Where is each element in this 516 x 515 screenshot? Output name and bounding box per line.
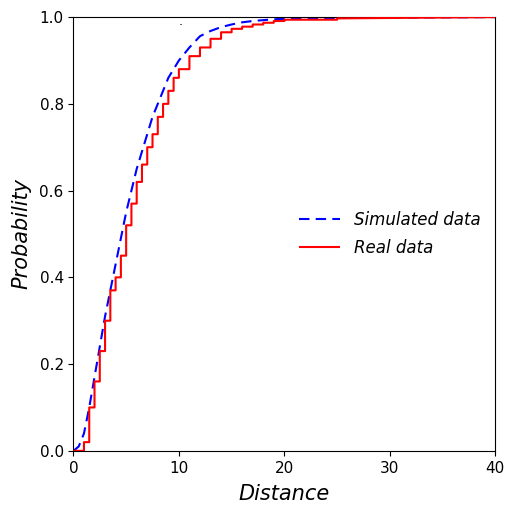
- Real data: [118, 252, 124, 259]
- Simulated data: [91, 374, 98, 380]
- Text: .: .: [179, 15, 183, 28]
- Simulated data: [197, 33, 203, 39]
- Simulated data: [229, 22, 235, 28]
- Simulated data: [150, 114, 156, 120]
- Simulated data: [155, 101, 161, 107]
- Simulated data: [144, 131, 150, 138]
- Simulated data: [281, 16, 287, 22]
- Simulated data: [96, 344, 103, 350]
- Simulated data: [81, 431, 87, 437]
- Simulated data: [102, 313, 108, 319]
- Real data: [91, 404, 98, 410]
- Real data: [334, 15, 340, 22]
- Real data: [492, 14, 498, 20]
- Simulated data: [107, 287, 114, 294]
- Simulated data: [271, 16, 277, 22]
- Real data: [260, 22, 266, 28]
- Simulated data: [70, 448, 76, 454]
- Simulated data: [165, 75, 171, 81]
- Simulated data: [139, 148, 145, 154]
- Simulated data: [160, 88, 166, 94]
- Simulated data: [386, 14, 393, 21]
- Real data: [70, 448, 76, 454]
- X-axis label: Distance: Distance: [239, 484, 330, 504]
- Y-axis label: Probability: Probability: [11, 179, 31, 289]
- Simulated data: [239, 19, 245, 25]
- Simulated data: [128, 187, 135, 194]
- Simulated data: [112, 261, 119, 267]
- Legend: Simulated data, Real data: Simulated data, Real data: [292, 204, 487, 264]
- Simulated data: [250, 18, 256, 24]
- Simulated data: [170, 66, 176, 72]
- Simulated data: [123, 209, 129, 215]
- Simulated data: [118, 235, 124, 242]
- Simulated data: [134, 166, 140, 172]
- Simulated data: [186, 44, 192, 50]
- Line: Simulated data: Simulated data: [73, 17, 495, 451]
- Simulated data: [218, 24, 224, 30]
- Simulated data: [75, 443, 82, 450]
- Simulated data: [334, 15, 340, 21]
- Simulated data: [207, 28, 214, 34]
- Simulated data: [176, 57, 182, 63]
- Real data: [176, 75, 182, 81]
- Line: Real data: Real data: [73, 17, 495, 451]
- Real data: [107, 287, 114, 294]
- Simulated data: [260, 17, 266, 23]
- Simulated data: [492, 14, 498, 20]
- Simulated data: [86, 404, 92, 410]
